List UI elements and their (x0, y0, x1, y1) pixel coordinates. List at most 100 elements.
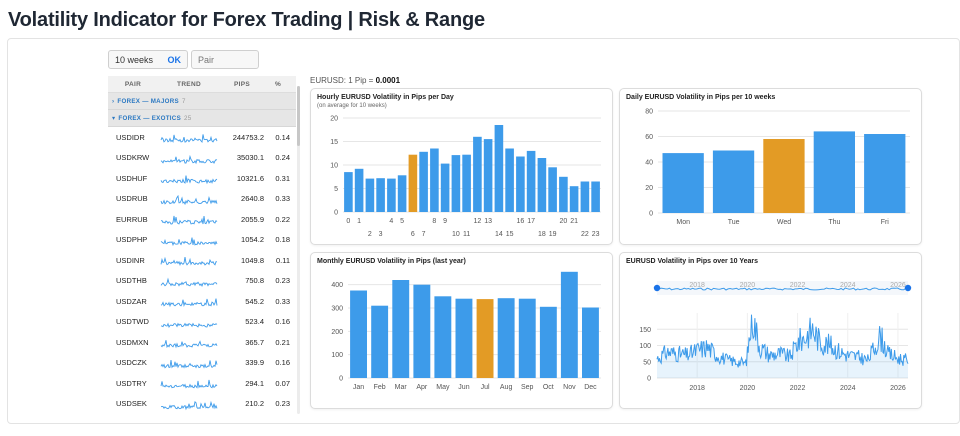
table-row[interactable]: USDHUF 10321.6 0.31 (108, 168, 296, 189)
navigator-label: 2026 (890, 282, 906, 289)
bar (526, 150, 536, 212)
group-majors[interactable]: › FOREX — MAJORS 7 (108, 93, 296, 110)
sparkline (160, 322, 218, 328)
series-line (656, 314, 909, 368)
x-tick-label: Jan (353, 384, 364, 391)
y-tick-label: 50 (643, 359, 651, 366)
table-scrollbar-thumb[interactable] (297, 86, 300, 146)
table-row[interactable]: USDRUB 2640.8 0.33 (108, 189, 296, 210)
percent-value: 0.23 (275, 399, 290, 409)
table-row[interactable]: USDKRW 35030.1 0.24 (108, 148, 296, 169)
chart-title: Daily EURUSD Volatility in Pips per 10 w… (626, 94, 776, 101)
table-scrollbar[interactable] (297, 86, 300, 414)
sparkline (160, 380, 218, 389)
trend-sparkline (158, 253, 220, 267)
chart-title: Hourly EURUSD Volatility in Pips per Day (317, 94, 454, 101)
bar (455, 298, 473, 378)
ok-button[interactable]: OK (167, 55, 182, 65)
table-row[interactable]: EURRUB 2055.9 0.22 (108, 209, 296, 230)
sparkline-line (160, 154, 218, 165)
sparkline (160, 175, 218, 185)
bar (505, 148, 514, 212)
period-input[interactable]: 10 weeks OK (108, 50, 188, 69)
y-tick-label: 80 (645, 109, 653, 116)
table-row[interactable]: USDINR 1049.8 0.11 (108, 250, 296, 271)
x-tick-label: 11 (463, 231, 470, 238)
chart-svg: 2018 2020 2022 2024 2026 0 50 100 150 2018 2020 202… (639, 281, 912, 392)
sparkline-line (160, 134, 218, 144)
navigator-label: 2022 (790, 282, 806, 289)
pips-value: 750.8 (245, 276, 264, 286)
navigator-label: 2018 (689, 282, 705, 289)
pair-search-input[interactable]: Pair (191, 50, 259, 69)
x-tick-label: Sep (521, 384, 534, 391)
bar (397, 175, 407, 212)
bar (462, 154, 471, 212)
x-tick-label: 10 (452, 231, 460, 238)
percent-value: 0.18 (275, 235, 290, 245)
x-tick-label: 15 (506, 231, 514, 238)
sparkline-line (160, 277, 218, 287)
percent-value: 0.31 (275, 173, 290, 183)
sparkline-line (160, 380, 218, 389)
bar (476, 299, 494, 378)
hourly-chart-card: Hourly EURUSD Volatility in Pips per Day… (310, 88, 613, 245)
pair-symbol: USDTWD (116, 317, 149, 327)
x-tick-label: 1 (357, 218, 361, 225)
y-tick-label: 300 (331, 306, 343, 313)
pair-symbol: USDPHP (116, 235, 148, 245)
x-tick-label: 2024 (840, 385, 856, 392)
pair-symbol: USDTRY (116, 378, 147, 388)
table-row[interactable]: USDSEK 210.2 0.23 (108, 394, 296, 415)
bar (354, 168, 364, 212)
x-tick-label: 23 (592, 231, 600, 238)
y-tick-label: 200 (331, 329, 343, 336)
table-row[interactable]: USDTHB 750.8 0.23 (108, 271, 296, 292)
group-exotics[interactable]: ▾ FOREX — EXOTICS 25 (108, 110, 296, 127)
table-row[interactable]: USDZAR 545.2 0.33 (108, 291, 296, 312)
page-title: Volatility Indicator for Forex Trading |… (8, 9, 485, 31)
header-pair[interactable]: PAIR (124, 80, 142, 88)
bar (763, 139, 805, 213)
table-row[interactable]: USDTRY 294.1 0.07 (108, 373, 296, 394)
period-value: 10 weeks (115, 55, 154, 65)
x-tick-label: Feb (374, 384, 386, 391)
pips-value: 10321.6 (236, 173, 264, 183)
x-tick-label: 22 (581, 231, 589, 238)
sparkline-line (160, 175, 218, 185)
chart-subtitle: (on average for 10 weeks) (317, 103, 387, 109)
header-percent[interactable]: % (274, 80, 282, 88)
sparkline (160, 277, 218, 287)
trend-sparkline (158, 171, 220, 185)
sparkline (160, 194, 218, 205)
percent-value: 0.23 (275, 276, 290, 286)
x-tick-label: 12 (473, 218, 481, 225)
y-tick-label: 15 (330, 139, 338, 146)
x-tick-label: 2026 (890, 385, 906, 392)
table-row[interactable]: USDPHP 1054.2 0.18 (108, 230, 296, 251)
x-tick-label: Nov (563, 384, 576, 391)
navigator-label: 2024 (840, 282, 856, 289)
pips-value: 35030.1 (236, 153, 264, 163)
percent-value: 0.11 (275, 255, 290, 265)
bar (413, 284, 431, 378)
bar (451, 155, 461, 212)
sparkline (160, 237, 218, 246)
header-pips[interactable]: PIPS (233, 80, 250, 88)
sparkline-line (160, 298, 218, 308)
sparkline (160, 298, 218, 308)
group-exotics-count: 25 (184, 114, 192, 122)
y-tick-label: 400 (331, 282, 343, 289)
table-row[interactable]: USDTWD 523.4 0.16 (108, 312, 296, 333)
trend-sparkline (158, 151, 220, 165)
bar (662, 153, 704, 213)
table-row[interactable]: USDIDR 244753.2 0.14 (108, 127, 296, 148)
pips-value: 2055.9 (241, 214, 264, 224)
x-tick-label: Oct (543, 384, 554, 391)
x-tick-label: Mon (676, 219, 690, 226)
table-row[interactable]: USDCZK 339.9 0.16 (108, 353, 296, 374)
percent-value: 0.33 (275, 296, 290, 306)
x-tick-label: 20 (559, 218, 567, 225)
table-row[interactable]: USDMXN 365.7 0.21 (108, 332, 296, 353)
